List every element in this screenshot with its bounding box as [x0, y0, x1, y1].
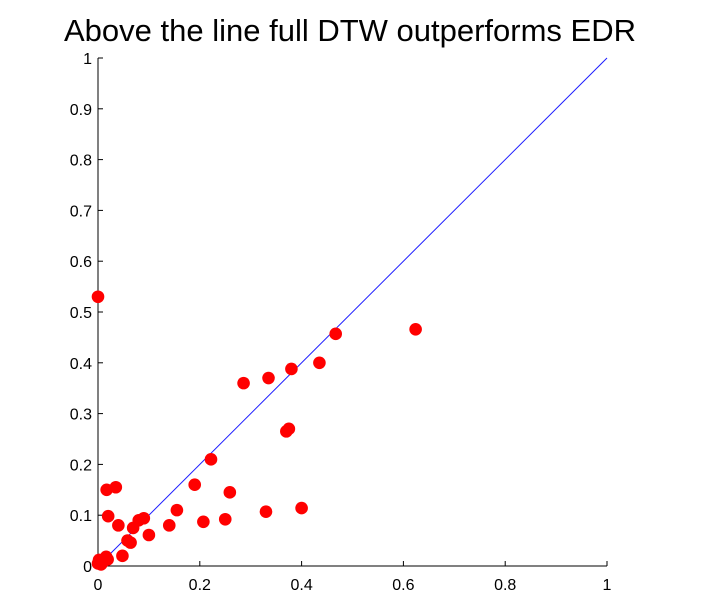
data-point: [409, 322, 422, 336]
chart-title: Above the line full DTW outperforms EDR: [64, 13, 636, 48]
y-axis-ticks: 0 0.1 0.2 0.3 0.4 0.5 0.6 0.7 0.8 0.9 1: [70, 51, 103, 576]
y-tick-label: 0.7: [70, 203, 92, 220]
data-point: [329, 327, 343, 341]
data-point: [262, 371, 275, 385]
data-point: [116, 549, 129, 563]
data-point: [313, 356, 326, 370]
data-point: [285, 362, 298, 376]
y-tick-label: 0.9: [70, 102, 92, 119]
data-point: [101, 509, 115, 523]
data-point: [237, 376, 250, 390]
data-point: [223, 486, 237, 499]
data-point: [282, 422, 296, 436]
x-axis-ticks: 0 0.2 0.4 0.6 0.8 1: [94, 561, 612, 594]
data-point: [124, 536, 137, 549]
data-point: [197, 515, 210, 529]
data-point: [137, 511, 151, 525]
y-tick-label: 0.6: [70, 254, 92, 271]
x-tick-label: 0.8: [494, 577, 516, 594]
data-points: [91, 290, 422, 571]
y-tick-label: 0.2: [70, 457, 92, 474]
y-tick-label: 0.4: [70, 356, 92, 373]
data-point: [170, 503, 184, 517]
data-point: [218, 512, 232, 526]
data-point: [142, 528, 156, 542]
data-point: [188, 478, 202, 492]
data-point: [109, 480, 123, 494]
y-tick-label: 1: [83, 51, 92, 68]
data-point: [295, 501, 308, 515]
x-tick-label: 0.2: [189, 577, 211, 594]
data-point: [101, 553, 114, 566]
x-tick-label: 0.6: [392, 577, 414, 594]
x-tick-label: 0.4: [290, 577, 312, 594]
y-tick-label: 0.1: [70, 508, 92, 525]
x-tick-label: 0: [94, 577, 103, 594]
y-tick-label: 0.8: [70, 153, 92, 170]
data-point: [204, 453, 218, 466]
y-tick-label: 0.5: [70, 305, 92, 322]
y-tick-label: 0: [83, 559, 92, 576]
data-point: [259, 505, 273, 518]
data-point: [112, 519, 125, 532]
diagonal-reference-line: [97, 57, 608, 567]
data-point: [162, 519, 176, 532]
data-point: [91, 290, 105, 304]
y-tick-label: 0.3: [70, 407, 92, 424]
x-tick-label: 1: [603, 577, 612, 594]
